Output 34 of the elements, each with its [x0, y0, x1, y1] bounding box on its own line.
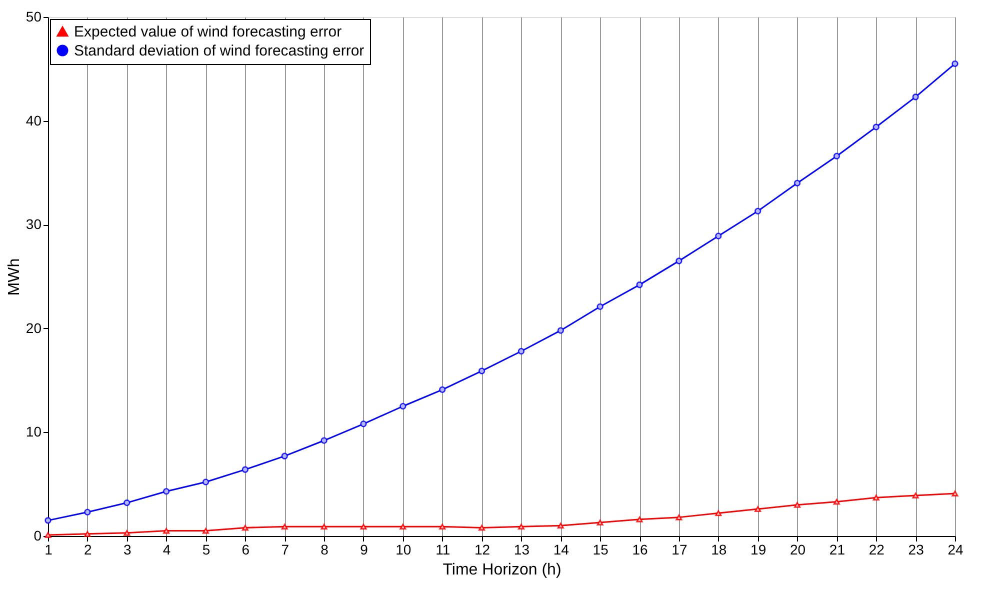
- x-tick-label: 18: [711, 542, 727, 558]
- x-tick-label: 24: [948, 542, 964, 558]
- x-tick-label: 2: [84, 542, 92, 558]
- x-tick-label: 8: [320, 542, 329, 558]
- y-tick-label: 40: [26, 112, 42, 128]
- x-axis-title: Time Horizon (h): [442, 562, 562, 578]
- x-tick-label: 11: [436, 542, 450, 558]
- x-tick-label: 20: [790, 542, 806, 558]
- x-tick-label: 23: [908, 542, 924, 558]
- y-tick-label: 10: [26, 424, 42, 440]
- x-tick-label: 9: [360, 542, 368, 558]
- x-tick-label: 16: [632, 542, 648, 558]
- x-tick-label: 19: [750, 542, 766, 558]
- x-tick-label: 5: [202, 542, 210, 558]
- y-tick-label: 30: [26, 216, 42, 232]
- x-tick-label: 22: [868, 542, 885, 558]
- x-tick-label: 17: [672, 542, 688, 558]
- x-tick-label: 7: [281, 542, 290, 558]
- x-tick-label: 6: [242, 542, 250, 558]
- x-tick-label: 13: [514, 542, 530, 558]
- x-tick-label: 4: [162, 542, 171, 558]
- y-tick-label: 50: [26, 8, 42, 24]
- x-tick-label: 12: [474, 542, 490, 558]
- x-tick-label: 14: [553, 542, 570, 558]
- y-axis-title: MWh: [6, 258, 23, 296]
- y-tick-label: 0: [34, 528, 42, 544]
- legend-label: Standard deviation of wind forecasting error: [74, 42, 364, 60]
- x-tick-label: 1: [44, 542, 53, 558]
- x-tick-label: 21: [829, 542, 846, 558]
- x-tick-label: 15: [592, 542, 609, 558]
- x-tick-label: 10: [396, 542, 412, 558]
- x-tick-label: 3: [123, 542, 132, 558]
- y-tick-label: 20: [26, 320, 42, 336]
- legend-label: Expected value of wind forecasting error: [74, 24, 342, 40]
